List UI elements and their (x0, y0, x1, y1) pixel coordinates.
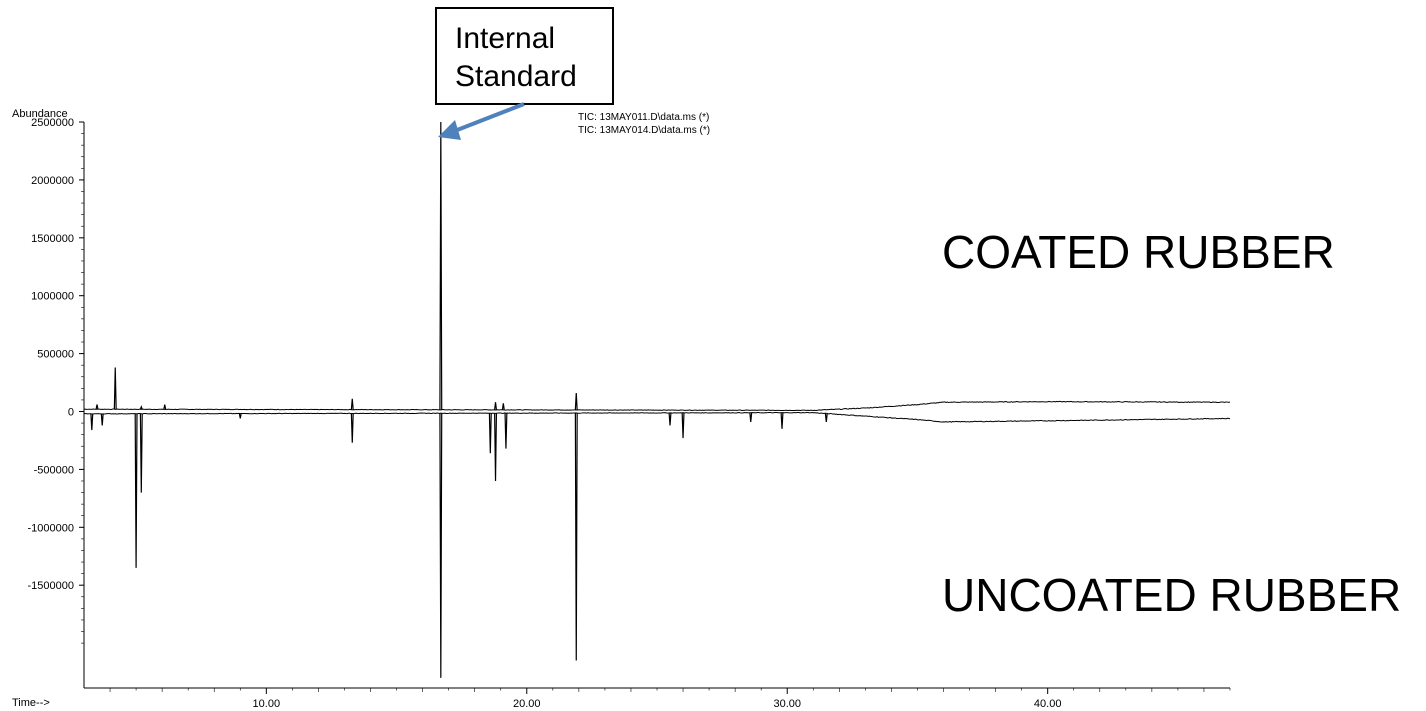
y-tick-label: 500000 (37, 349, 74, 361)
callout-box (435, 7, 614, 105)
series-2-peak (139, 413, 143, 493)
legend-entry-2: TIC: 13MAY014.D\data.ms (*) (578, 125, 710, 136)
traces (83, 121, 1231, 678)
x-tick-label: 40.00 (1034, 698, 1062, 710)
y-ticks: 2500000 2000000 1500000 1000000 500000 0 -5000… (28, 117, 84, 644)
x-ticks: 10.00 20.00 30.00 40.00 (109, 688, 1231, 710)
series-2-peak (350, 413, 354, 443)
callout-line-2: Standard (455, 60, 577, 93)
series-2-peak (439, 413, 443, 678)
x-tick-label: 20.00 (513, 698, 541, 710)
series-2-peak (238, 413, 242, 419)
series-2-peak (488, 413, 492, 454)
series-2-peak (504, 413, 508, 449)
series-2-peak (90, 413, 94, 431)
y-tick-label: 1000000 (31, 291, 74, 303)
y-tick-label: -1000000 (28, 522, 75, 534)
series-1-peak (350, 398, 354, 410)
series-1-peak (95, 404, 99, 410)
series-2-peak (780, 412, 784, 429)
series-2-peak (681, 412, 685, 439)
x-tick-label: 30.00 (773, 698, 801, 710)
series-1-peak (439, 121, 443, 410)
series-1-peak (163, 404, 167, 410)
y-tick-label: 2000000 (31, 175, 74, 187)
uncoated-rubber-label: UNCOATED RUBBER (942, 569, 1401, 621)
x-tick-label: 10.00 (253, 698, 281, 710)
series-1-peak (113, 367, 117, 410)
series-2-peak (494, 413, 498, 481)
series-1-peak (574, 392, 578, 411)
series-1-trace (83, 400, 1231, 412)
series-2-peak (134, 413, 138, 568)
y-axis-title: Abundance (12, 108, 68, 120)
legend-entry-1: TIC: 13MAY011.D\data.ms (*) (578, 112, 709, 123)
y-tick-label: -500000 (34, 464, 74, 476)
series-2-peak (668, 412, 672, 426)
x-axis-title: Time--> (12, 697, 50, 709)
y-tick-label: 0 (68, 407, 74, 419)
series-2-peak (824, 413, 828, 422)
y-tick-label: 2500000 (31, 117, 74, 129)
series-1-peak (501, 403, 505, 410)
coated-rubber-label: COATED RUBBER (942, 226, 1335, 278)
series-2-peak (749, 412, 753, 422)
callout-arrow-head (438, 120, 461, 140)
series-2-peak (574, 413, 578, 661)
callout-line-1: Internal (455, 22, 555, 55)
y-tick-label: 1500000 (31, 233, 74, 245)
series-2-peak (100, 413, 104, 426)
series-1-peak (494, 402, 498, 410)
callout-arrow-shaft (451, 102, 525, 134)
y-tick-label: -1500000 (28, 580, 75, 592)
series-2-trace (83, 412, 1231, 423)
series-1-peak (139, 405, 143, 410)
